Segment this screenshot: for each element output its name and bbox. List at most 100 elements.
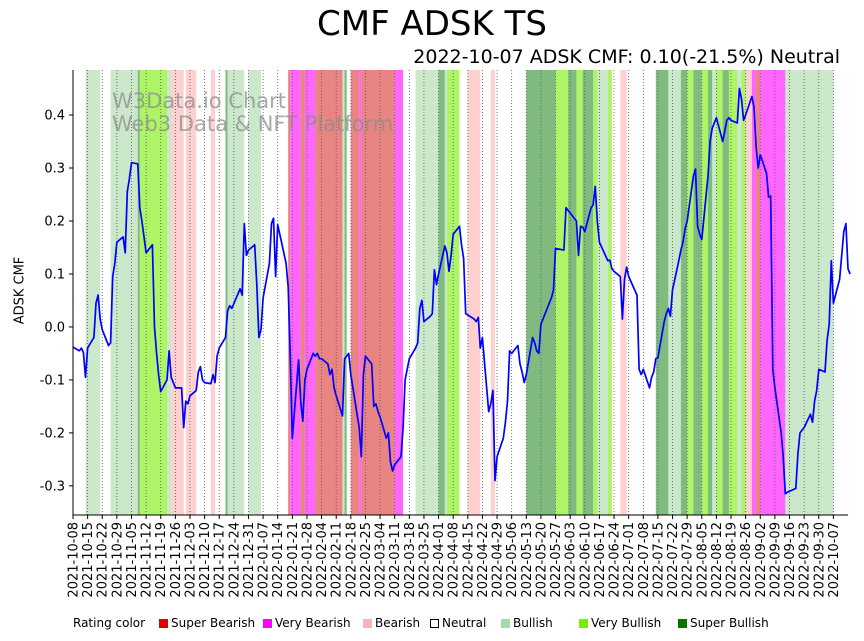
rating-band-bullish xyxy=(785,70,800,515)
rating-band-very-bullish xyxy=(716,70,723,515)
rating-band-bearish xyxy=(210,70,216,515)
rating-band-bullish xyxy=(668,70,681,515)
x-tick-label: 2022-05-13 xyxy=(520,522,535,598)
legend-swatch-bullish xyxy=(501,619,510,628)
legend-swatch-very-bullish xyxy=(579,619,588,628)
x-tick-label: 2021-11-05 xyxy=(125,522,140,598)
x-tick-label: 2021-12-17 xyxy=(213,522,228,598)
x-tick-label: 2022-03-04 xyxy=(374,522,389,598)
legend-item-neutral: Neutral xyxy=(430,616,486,630)
x-tick-label: 2021-10-29 xyxy=(110,522,125,598)
rating-band-very-bullish xyxy=(555,70,569,515)
rating-band-bullish xyxy=(110,70,138,515)
x-tick-label: 2022-04-08 xyxy=(447,522,462,598)
rating-band-super-bearish xyxy=(315,70,343,515)
legend-item-very-bearish: Very Bearish xyxy=(263,616,351,630)
x-tick-label: 2021-12-03 xyxy=(183,522,198,598)
rating-bands xyxy=(85,70,834,515)
rating-band-super-bullish xyxy=(708,70,713,515)
x-tick-label: 2021-11-19 xyxy=(154,522,169,598)
x-tick-label: 2022-09-16 xyxy=(783,522,798,598)
rating-band-bullish xyxy=(712,70,717,515)
legend-title: Rating color xyxy=(73,616,146,630)
legend-item-bullish: Bullish xyxy=(501,616,553,630)
rating-band-super-bearish xyxy=(300,70,305,515)
rating-band-super-bearish xyxy=(350,70,360,515)
rating-band-very-bullish xyxy=(607,70,612,515)
x-tick-label: 2021-12-24 xyxy=(227,522,242,598)
legend-item-super-bearish: Super Bearish xyxy=(159,616,255,630)
legend-label-very-bullish: Very Bullish xyxy=(591,616,662,630)
rating-band-bullish xyxy=(737,70,742,515)
rating-band-super-bullish xyxy=(680,70,688,515)
x-tick-label: 2022-09-30 xyxy=(812,522,827,598)
x-ticks: 2021-10-08 2021-10-15 2021-10-22 2021-10-29… xyxy=(67,515,842,598)
rating-band-bullish xyxy=(597,70,608,515)
y-tick-label: 0.2 xyxy=(44,214,65,229)
legend-swatch-super-bullish xyxy=(678,619,687,628)
legend-label-bullish: Bullish xyxy=(513,616,553,630)
x-tick-label: 2021-10-15 xyxy=(81,522,96,598)
rating-band-bullish xyxy=(444,70,447,515)
y-tick-label: 0.1 xyxy=(44,267,65,282)
y-tick-label: -0.3 xyxy=(40,479,65,494)
x-tick-label: 2022-06-24 xyxy=(608,522,623,598)
rating-band-very-bearish xyxy=(751,70,757,515)
rating-band-bullish xyxy=(248,70,262,515)
y-ticks: -0.3 -0.2 -0.1 0.0 0.1 0.2 0.3 0.4 xyxy=(40,109,73,494)
watermark: W3Data.io Chart Web3 Data & NFT Platform xyxy=(112,89,393,136)
x-tick-label: 2021-11-26 xyxy=(169,522,184,598)
rating-band-very-bearish xyxy=(760,70,786,515)
rating-band-bullish xyxy=(167,70,172,515)
legend-label-bearish: Bearish xyxy=(375,616,421,630)
x-tick-label: 2022-01-21 xyxy=(286,522,301,598)
legend-item-very-bullish: Very Bullish xyxy=(579,616,661,630)
x-tick-label: 2022-02-25 xyxy=(359,522,374,598)
rating-band-very-bullish xyxy=(728,70,738,515)
chart-title: CMF ADSK TS xyxy=(317,4,547,44)
rating-band-super-bearish xyxy=(288,70,291,515)
rating-band-bullish xyxy=(342,70,345,515)
rating-band-bearish xyxy=(171,70,184,515)
watermark-line-2: Web3 Data & NFT Platform xyxy=(112,112,393,136)
legend-item-bearish: Bearish xyxy=(363,616,420,630)
x-tick-label: 2022-01-28 xyxy=(300,522,315,598)
x-tick-label: 2022-07-29 xyxy=(681,522,696,598)
x-tick-label: 2022-08-12 xyxy=(710,522,725,598)
x-tick-label: 2022-05-27 xyxy=(549,522,564,598)
rating-band-super-bullish xyxy=(655,70,669,515)
legend-label-super-bullish: Super Bullish xyxy=(690,616,769,630)
x-tick-label: 2022-06-03 xyxy=(564,522,579,598)
x-tick-label: 2021-12-10 xyxy=(198,522,213,598)
y-tick-label: 0.3 xyxy=(44,162,65,177)
rating-band-bearish xyxy=(490,70,495,515)
rating-band-super-bullish xyxy=(438,70,445,515)
x-tick-label: 2022-06-17 xyxy=(593,522,608,598)
legend-swatch-very-bearish xyxy=(263,619,272,628)
x-tick-label: 2022-01-07 xyxy=(257,522,272,598)
rating-band-very-bearish xyxy=(304,70,316,515)
x-tick-label: 2022-09-23 xyxy=(798,522,813,598)
legend-item-super-bullish: Super Bullish xyxy=(678,616,769,630)
legend-swatch-neutral xyxy=(430,619,439,628)
rating-band-bullish xyxy=(415,70,439,515)
rating-band-bullish xyxy=(227,70,245,515)
rating-band-bullish xyxy=(85,70,94,515)
rating-band-very-bullish xyxy=(701,70,709,515)
x-tick-label: 2022-04-15 xyxy=(461,522,476,598)
rating-band-super-bullish xyxy=(137,70,140,515)
x-tick-label: 2021-11-12 xyxy=(140,522,155,598)
rating-band-very-bearish xyxy=(290,70,301,515)
series-line-adsk-cmf xyxy=(72,87,851,495)
rating-band-super-bullish xyxy=(568,70,577,515)
y-tick-label: -0.2 xyxy=(40,426,65,441)
x-tick-label: 2022-02-11 xyxy=(330,522,345,598)
x-tick-label: 2022-09-09 xyxy=(768,522,783,598)
y-tick-label: 0.0 xyxy=(44,320,65,335)
rating-band-very-bullish xyxy=(576,70,583,515)
x-tick-label: 2022-09-02 xyxy=(754,522,769,598)
chart-subtitle: 2022-10-07 ADSK CMF: 0.10(-21.5%) Neutra… xyxy=(413,46,840,68)
x-tick-label: 2021-10-08 xyxy=(67,522,82,598)
y-tick-label: 0.4 xyxy=(44,109,65,124)
